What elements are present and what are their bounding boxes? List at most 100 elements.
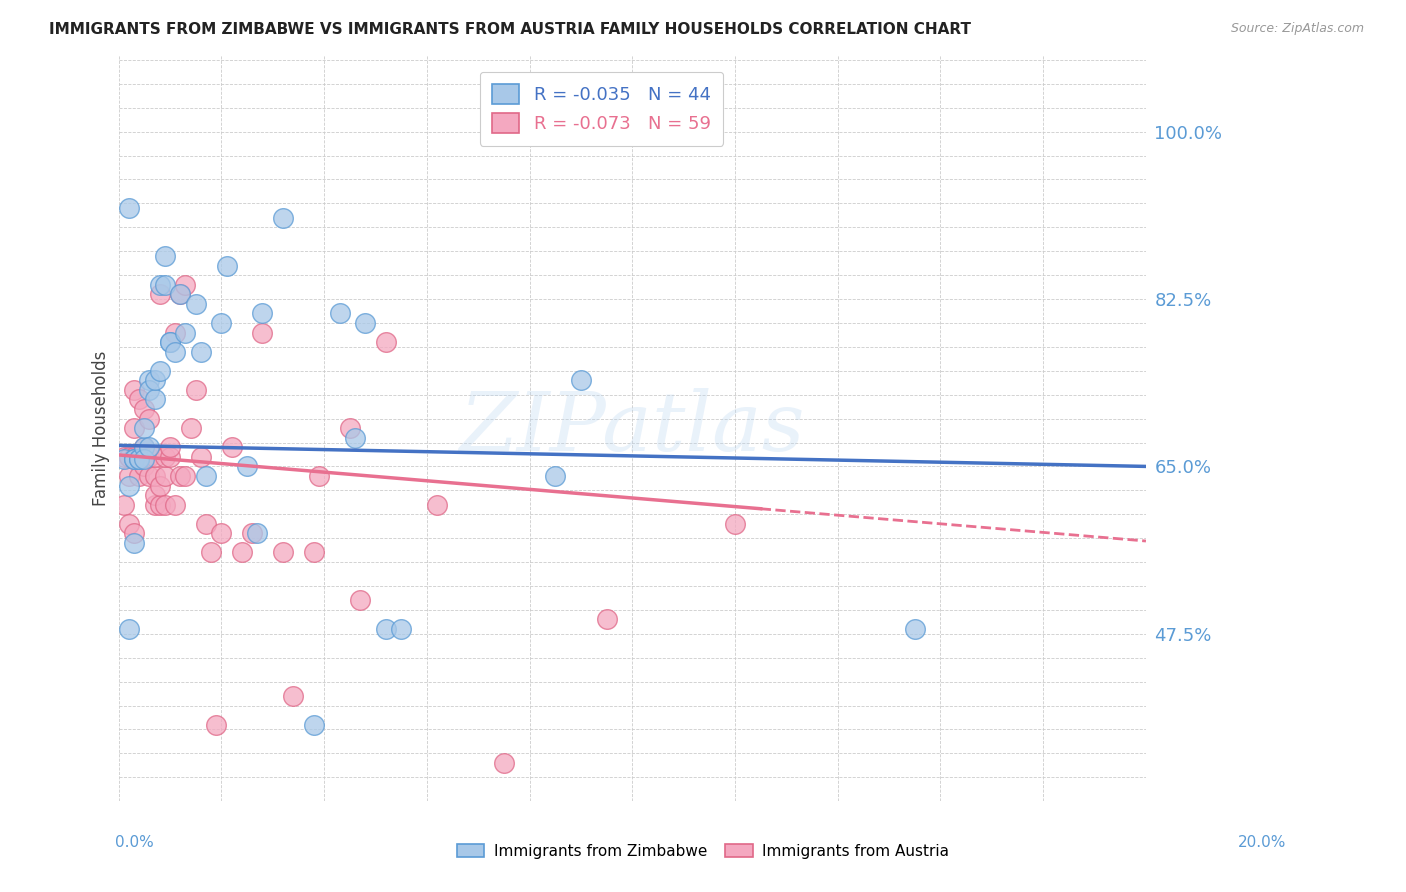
Point <box>200 545 222 559</box>
Point <box>134 421 156 435</box>
Point <box>143 450 166 464</box>
Point <box>165 344 187 359</box>
Point <box>134 459 156 474</box>
Point <box>209 526 232 541</box>
Legend: Immigrants from Zimbabwe, Immigrants from Austria: Immigrants from Zimbabwe, Immigrants fro… <box>451 838 955 864</box>
Point <box>128 469 150 483</box>
Point <box>128 450 150 464</box>
Point <box>374 334 396 349</box>
Point <box>143 373 166 387</box>
Point <box>349 593 371 607</box>
Point <box>138 440 160 454</box>
Point <box>118 469 141 483</box>
Text: 20.0%: 20.0% <box>1239 836 1286 850</box>
Point <box>374 622 396 636</box>
Point <box>569 373 592 387</box>
Point <box>149 277 172 292</box>
Text: Source: ZipAtlas.com: Source: ZipAtlas.com <box>1230 22 1364 36</box>
Y-axis label: Family Households: Family Households <box>93 351 110 506</box>
Point <box>271 211 294 225</box>
Point <box>252 306 274 320</box>
Point <box>149 478 172 492</box>
Point <box>134 440 156 454</box>
Point <box>122 421 145 435</box>
Point <box>149 364 172 378</box>
Point <box>122 451 145 466</box>
Point <box>240 526 263 541</box>
Point <box>149 287 172 301</box>
Point <box>134 451 156 466</box>
Point <box>231 545 253 559</box>
Point <box>343 431 366 445</box>
Point <box>389 622 412 636</box>
Point <box>122 536 145 550</box>
Point <box>153 249 176 263</box>
Point <box>118 622 141 636</box>
Point <box>252 326 274 340</box>
Point <box>118 201 141 215</box>
Point <box>426 498 449 512</box>
Point <box>169 287 191 301</box>
Point <box>271 545 294 559</box>
Point <box>174 326 197 340</box>
Point <box>153 469 176 483</box>
Point <box>122 526 145 541</box>
Point <box>544 469 567 483</box>
Point <box>169 287 191 301</box>
Point <box>122 450 145 464</box>
Point <box>283 689 305 703</box>
Point <box>134 402 156 417</box>
Point <box>169 469 191 483</box>
Point <box>236 459 259 474</box>
Point <box>221 440 243 454</box>
Point <box>195 469 218 483</box>
Point <box>190 344 212 359</box>
Point <box>118 450 141 464</box>
Point <box>159 440 181 454</box>
Point <box>308 469 330 483</box>
Point <box>184 383 207 397</box>
Point <box>302 717 325 731</box>
Point <box>112 451 135 466</box>
Point <box>153 498 176 512</box>
Point <box>159 450 181 464</box>
Point <box>904 622 927 636</box>
Point <box>246 526 269 541</box>
Point <box>328 306 350 320</box>
Point <box>184 297 207 311</box>
Point <box>153 450 176 464</box>
Text: IMMIGRANTS FROM ZIMBABWE VS IMMIGRANTS FROM AUSTRIA FAMILY HOUSEHOLDS CORRELATIO: IMMIGRANTS FROM ZIMBABWE VS IMMIGRANTS F… <box>49 22 972 37</box>
Point <box>159 334 181 349</box>
Point <box>209 316 232 330</box>
Point <box>595 612 617 626</box>
Point <box>138 373 160 387</box>
Point <box>134 440 156 454</box>
Point <box>143 488 166 502</box>
Point <box>138 411 160 425</box>
Point <box>149 498 172 512</box>
Point <box>143 392 166 407</box>
Point <box>122 383 145 397</box>
Point <box>174 469 197 483</box>
Point <box>492 756 515 770</box>
Point <box>205 717 228 731</box>
Point <box>138 469 160 483</box>
Point <box>165 326 187 340</box>
Point <box>143 469 166 483</box>
Point <box>302 545 325 559</box>
Point <box>153 277 176 292</box>
Point <box>354 316 377 330</box>
Point <box>174 277 197 292</box>
Point <box>138 450 160 464</box>
Point <box>143 498 166 512</box>
Point <box>138 383 160 397</box>
Point <box>122 451 145 466</box>
Point <box>118 516 141 531</box>
Text: 0.0%: 0.0% <box>115 836 155 850</box>
Point <box>128 451 150 466</box>
Point <box>165 498 187 512</box>
Point <box>180 421 202 435</box>
Point <box>339 421 361 435</box>
Legend: R = -0.035   N = 44, R = -0.073   N = 59: R = -0.035 N = 44, R = -0.073 N = 59 <box>479 71 724 145</box>
Point <box>195 516 218 531</box>
